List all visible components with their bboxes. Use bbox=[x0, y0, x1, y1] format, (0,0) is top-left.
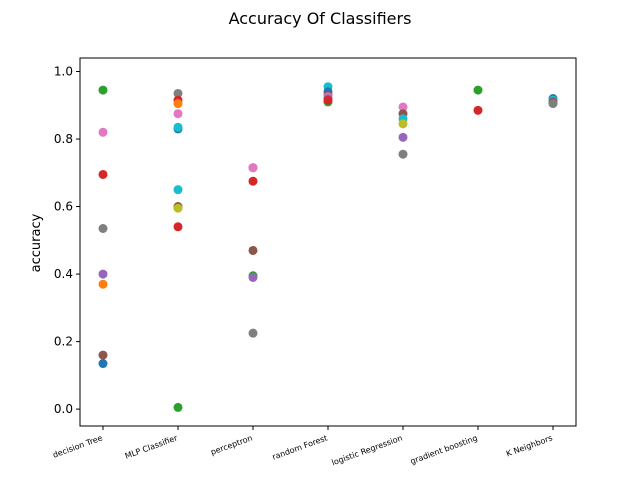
y-tick-label: 0.8 bbox=[54, 132, 73, 146]
y-tick-label: 0.4 bbox=[54, 267, 73, 281]
x-axis-ticks: decision Tree MLP Classifier perceptron ran… bbox=[52, 426, 554, 467]
data-point bbox=[248, 163, 258, 173]
x-tick-label: perceptron bbox=[210, 433, 254, 456]
data-point bbox=[398, 132, 408, 142]
y-tick-label: 0.6 bbox=[54, 200, 73, 214]
data-point bbox=[248, 245, 258, 255]
y-axis-ticks: 0.0 0.2 0.4 0.6 0.8 1.0 bbox=[54, 65, 80, 416]
x-tick-label: random Forest bbox=[271, 433, 329, 461]
data-point bbox=[173, 402, 183, 412]
data-point bbox=[98, 127, 108, 137]
y-axis-label: accuracy bbox=[29, 213, 44, 272]
x-tick-label: logistic Regression bbox=[330, 433, 403, 467]
data-point bbox=[248, 176, 258, 186]
x-tick-label: MLP Classifier bbox=[124, 433, 180, 461]
data-point bbox=[98, 279, 108, 289]
data-point bbox=[473, 85, 483, 95]
data-point bbox=[173, 88, 183, 98]
data-point bbox=[98, 85, 108, 95]
data-point bbox=[173, 122, 183, 132]
data-point bbox=[398, 102, 408, 112]
data-point bbox=[173, 203, 183, 213]
y-tick-label: 0.0 bbox=[54, 402, 73, 416]
data-point bbox=[548, 99, 558, 109]
data-point bbox=[323, 95, 333, 105]
plot-frame bbox=[79, 57, 577, 427]
chart-title: Accuracy Of Classifiers bbox=[229, 9, 412, 28]
data-point bbox=[98, 269, 108, 279]
y-tick-label: 1.0 bbox=[54, 65, 73, 79]
x-tick-label: gradient boosting bbox=[409, 433, 479, 466]
x-tick-label: K Neighbors bbox=[505, 433, 554, 458]
data-point bbox=[98, 169, 108, 179]
data-point bbox=[98, 223, 108, 233]
data-point bbox=[173, 109, 183, 119]
data-point bbox=[173, 185, 183, 195]
data-point bbox=[398, 149, 408, 159]
data-point bbox=[248, 328, 258, 338]
data-point bbox=[173, 222, 183, 232]
data-point bbox=[398, 119, 408, 129]
data-point bbox=[248, 272, 258, 282]
data-point bbox=[98, 350, 108, 360]
data-point bbox=[98, 359, 108, 369]
data-point bbox=[473, 105, 483, 115]
data-point bbox=[173, 99, 183, 109]
y-tick-label: 0.2 bbox=[54, 335, 73, 349]
data-points bbox=[98, 82, 558, 412]
x-tick-label: decision Tree bbox=[52, 433, 104, 459]
